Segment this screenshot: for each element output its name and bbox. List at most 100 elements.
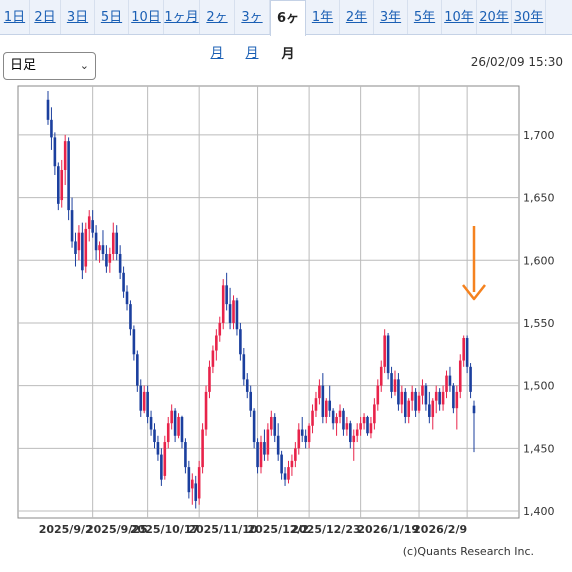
candle-body — [197, 467, 201, 499]
candle-body — [403, 391, 407, 417]
candle-body — [235, 300, 239, 330]
candle-body — [283, 473, 287, 480]
candle-body — [194, 483, 198, 501]
candle-body — [101, 245, 105, 254]
candle-body — [105, 253, 108, 267]
candle-body — [300, 429, 304, 436]
candle-body — [297, 429, 301, 449]
candle-body — [242, 354, 246, 380]
candle-body — [345, 423, 349, 430]
period-tabs: 1日 2日 3日 5日 10日 1ヶ月 2ヶ月 3ヶ月 6ヶ月 1年 2年 3年 5年 10年 20年 30年 — [0, 0, 572, 62]
candle-body — [318, 385, 321, 399]
candle-body — [355, 429, 359, 436]
tab-9[interactable]: 1年 — [306, 0, 340, 34]
x-tick-label: 2026/2/9 — [413, 523, 467, 536]
candle-body — [465, 337, 469, 367]
candle-body — [294, 448, 297, 461]
candle-body — [245, 379, 249, 392]
candle-body — [63, 141, 67, 170]
candle-body — [434, 391, 438, 401]
candle-body — [60, 169, 64, 201]
candle-body — [410, 391, 414, 401]
tab-8[interactable]: 6ヶ月 — [270, 0, 306, 62]
candle-body — [190, 479, 194, 489]
candle-body — [132, 329, 136, 355]
tab-2[interactable]: 3日 — [61, 0, 95, 34]
candle-body — [259, 442, 263, 468]
candle-body — [122, 272, 125, 292]
tab-1[interactable]: 2日 — [30, 0, 61, 34]
candle-body — [187, 467, 191, 493]
x-tick-label: 2025/11/10 — [188, 523, 258, 536]
y-tick-label: 1,450 — [523, 442, 555, 455]
period-select[interactable]: 日足 ⌄ — [3, 52, 96, 80]
candle-body — [373, 404, 376, 424]
candle-body — [290, 460, 294, 468]
candle-body — [424, 385, 428, 405]
candle-body — [390, 373, 393, 392]
tab-13[interactable]: 10年 — [442, 0, 477, 34]
candle-body — [462, 337, 465, 361]
candle-body — [445, 375, 448, 392]
candle-body — [441, 391, 445, 405]
period-select-value: 日足 — [10, 58, 37, 73]
candle-body — [173, 410, 177, 436]
candle-body — [263, 442, 266, 455]
candle-body — [77, 232, 81, 251]
candle-body — [149, 416, 153, 430]
tab-3[interactable]: 5日 — [95, 0, 129, 34]
candle-body — [153, 429, 156, 443]
candle-body — [321, 385, 325, 417]
tab-0[interactable]: 1日 — [0, 0, 30, 34]
candle-body — [335, 416, 338, 424]
candle-body — [428, 404, 431, 417]
candle-body — [67, 141, 70, 211]
x-tick-label: 2025/12/2 — [247, 523, 309, 536]
candle-body — [115, 232, 119, 254]
y-tick-label: 1,650 — [523, 192, 555, 205]
candle-body — [70, 210, 74, 242]
candle-body — [469, 366, 472, 392]
candle-body — [421, 385, 424, 396]
y-tick-label: 1,400 — [523, 505, 555, 518]
y-tick-label: 1,550 — [523, 317, 555, 330]
candle-body — [287, 467, 290, 480]
candle-body — [111, 232, 115, 254]
tab-4[interactable]: 10日 — [129, 0, 164, 34]
timestamp: 26/02/09 15:30 — [470, 55, 563, 69]
candle-body — [331, 410, 335, 424]
candle-body — [225, 285, 228, 305]
candle-body — [273, 416, 277, 436]
candle-body — [359, 423, 362, 430]
candle-body — [252, 410, 256, 443]
tab-6[interactable]: 2ヶ月 — [200, 0, 235, 61]
tab-15[interactable]: 30年 — [512, 0, 546, 34]
candle-body — [338, 410, 342, 417]
y-tick-label: 1,600 — [523, 254, 555, 267]
tab-14[interactable]: 20年 — [477, 0, 512, 34]
tab-5[interactable]: 1ヶ月 — [164, 0, 200, 34]
candle-body — [218, 322, 222, 336]
tab-10[interactable]: 2年 — [340, 0, 374, 34]
candle-body — [108, 253, 112, 263]
candle-body — [139, 385, 143, 411]
candle-body — [328, 400, 332, 411]
candle-body — [256, 442, 259, 468]
candle-body — [414, 391, 417, 411]
candle-body — [369, 423, 373, 434]
candle-body — [177, 416, 180, 436]
candle-body — [349, 423, 352, 443]
candle-body — [142, 391, 146, 411]
candle-body — [324, 400, 328, 417]
tab-12[interactable]: 5年 — [408, 0, 442, 34]
x-tick-label: 2025/10/17 — [130, 523, 199, 536]
candle-body — [383, 335, 386, 367]
candle-body — [201, 429, 204, 468]
candle-body — [397, 379, 400, 405]
candle-body — [53, 137, 57, 167]
candle-body — [57, 166, 60, 204]
tab-11[interactable]: 3年 — [374, 0, 408, 34]
candle-body — [81, 232, 84, 271]
tab-7[interactable]: 3ヶ月 — [235, 0, 270, 61]
